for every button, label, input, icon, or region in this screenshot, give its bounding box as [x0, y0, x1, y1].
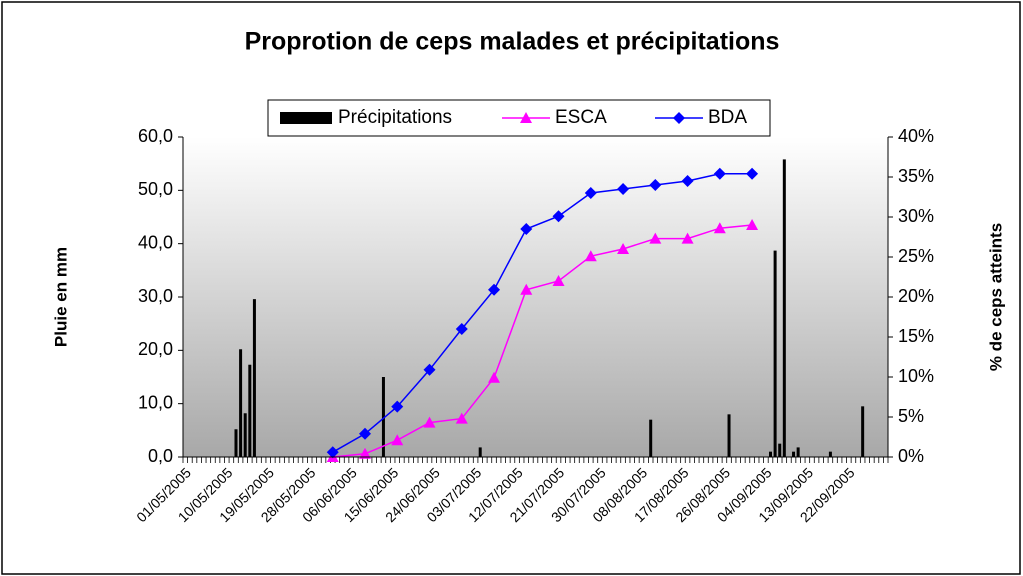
y-axis-title: Pluie en mm [51, 247, 70, 347]
line [332, 173, 753, 453]
bar [861, 406, 865, 457]
marker [681, 232, 694, 244]
bar [243, 413, 247, 457]
marker [584, 187, 597, 199]
y-tick-label: 30,0 [138, 286, 173, 306]
y-tick-label: 50,0 [138, 179, 173, 199]
y-tick-label: 60,0 [138, 126, 173, 146]
legend-label: BDA [708, 107, 747, 128]
bar [248, 364, 252, 457]
marker [746, 167, 759, 180]
marker [552, 275, 565, 286]
marker [455, 323, 468, 335]
bar [796, 447, 800, 457]
y-tick-label: 10,0 [138, 392, 173, 412]
bar [778, 443, 782, 457]
marker [584, 250, 597, 262]
bar [769, 451, 772, 457]
plot-area [183, 137, 888, 457]
bar [782, 159, 786, 457]
bar [773, 250, 777, 457]
marker [746, 219, 759, 230]
y2-tick-label: 10% [898, 366, 934, 386]
marker [520, 223, 533, 235]
y2-tick-label: 20% [898, 286, 934, 306]
marker [391, 434, 404, 446]
marker [713, 222, 726, 234]
bar [828, 451, 832, 457]
y-tick-label: 20,0 [138, 339, 173, 359]
bar [792, 451, 796, 457]
marker [423, 416, 436, 428]
legend-swatch [280, 112, 332, 124]
y2-tick-label: 35% [898, 166, 934, 186]
marker [488, 283, 501, 296]
marker [617, 243, 630, 254]
legend-marker [673, 112, 685, 124]
marker [391, 400, 404, 413]
y2-tick-label: 25% [898, 246, 934, 266]
bar [727, 414, 731, 457]
marker [359, 427, 372, 440]
marker [359, 447, 372, 459]
marker [552, 210, 565, 223]
bar [381, 377, 385, 457]
y2-tick-label: 5% [898, 406, 924, 426]
legend-label: Précipitations [338, 107, 452, 128]
marker [455, 412, 468, 424]
marker [649, 179, 662, 191]
bar [649, 419, 653, 457]
y2-axis-title: % de ceps atteints [986, 223, 1005, 371]
marker [326, 446, 339, 459]
legend-marker [520, 112, 532, 123]
legend-label: ESCA [555, 107, 607, 128]
y2-tick-label: 30% [898, 206, 934, 226]
marker [649, 232, 662, 244]
marker [681, 175, 694, 187]
marker [423, 363, 436, 376]
y-tick-label: 40,0 [138, 232, 173, 252]
bar [252, 299, 256, 457]
marker [617, 183, 630, 195]
line [332, 224, 753, 458]
y2-tick-label: 15% [898, 326, 934, 346]
y-tick-label: 0,0 [148, 446, 173, 466]
chart-title: Proprotion de ceps malades et précipitat… [245, 28, 780, 56]
bar [478, 447, 482, 457]
y2-tick-label: 0% [898, 446, 924, 466]
marker [713, 167, 726, 180]
marker [488, 371, 501, 383]
bar [239, 349, 243, 457]
bar [234, 429, 238, 457]
y2-tick-label: 40% [898, 126, 934, 146]
marker [520, 283, 533, 295]
